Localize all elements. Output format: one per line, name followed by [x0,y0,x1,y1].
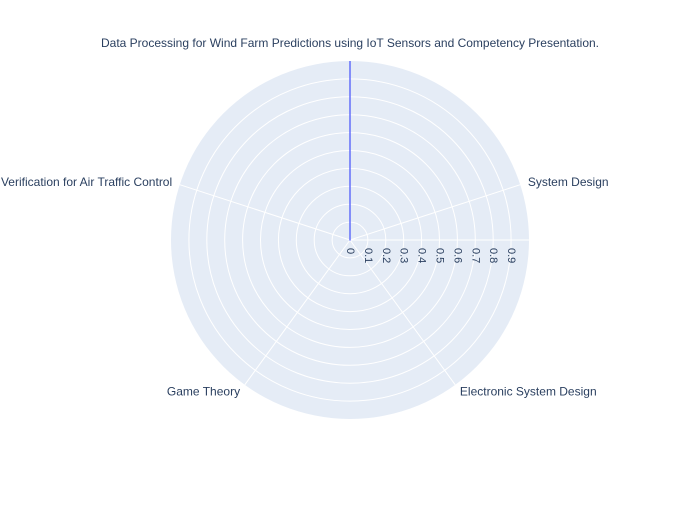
category-label: System Design [528,175,609,189]
category-label: Game Theory [167,384,240,398]
category-label: Electronic System Design [460,384,597,398]
category-label: Data Processing for Wind Farm Prediction… [101,36,599,50]
radial-tick-label: 0.8 [487,248,499,263]
radial-tick-label: 0.4 [416,248,428,263]
radial-tick-label: 0.5 [434,248,446,263]
radial-tick-label: 0.9 [505,248,517,263]
radial-tick-label: 0.3 [398,248,410,263]
radial-tick-label: 0.1 [362,248,374,263]
radial-tick-label: 0.7 [469,248,481,263]
radial-tick-label: 0 [344,248,356,254]
radial-tick-label: 0.6 [451,248,463,263]
radial-tick-label: 0.2 [380,248,392,263]
category-label: Formal Verification for Air Traffic Cont… [0,175,172,189]
